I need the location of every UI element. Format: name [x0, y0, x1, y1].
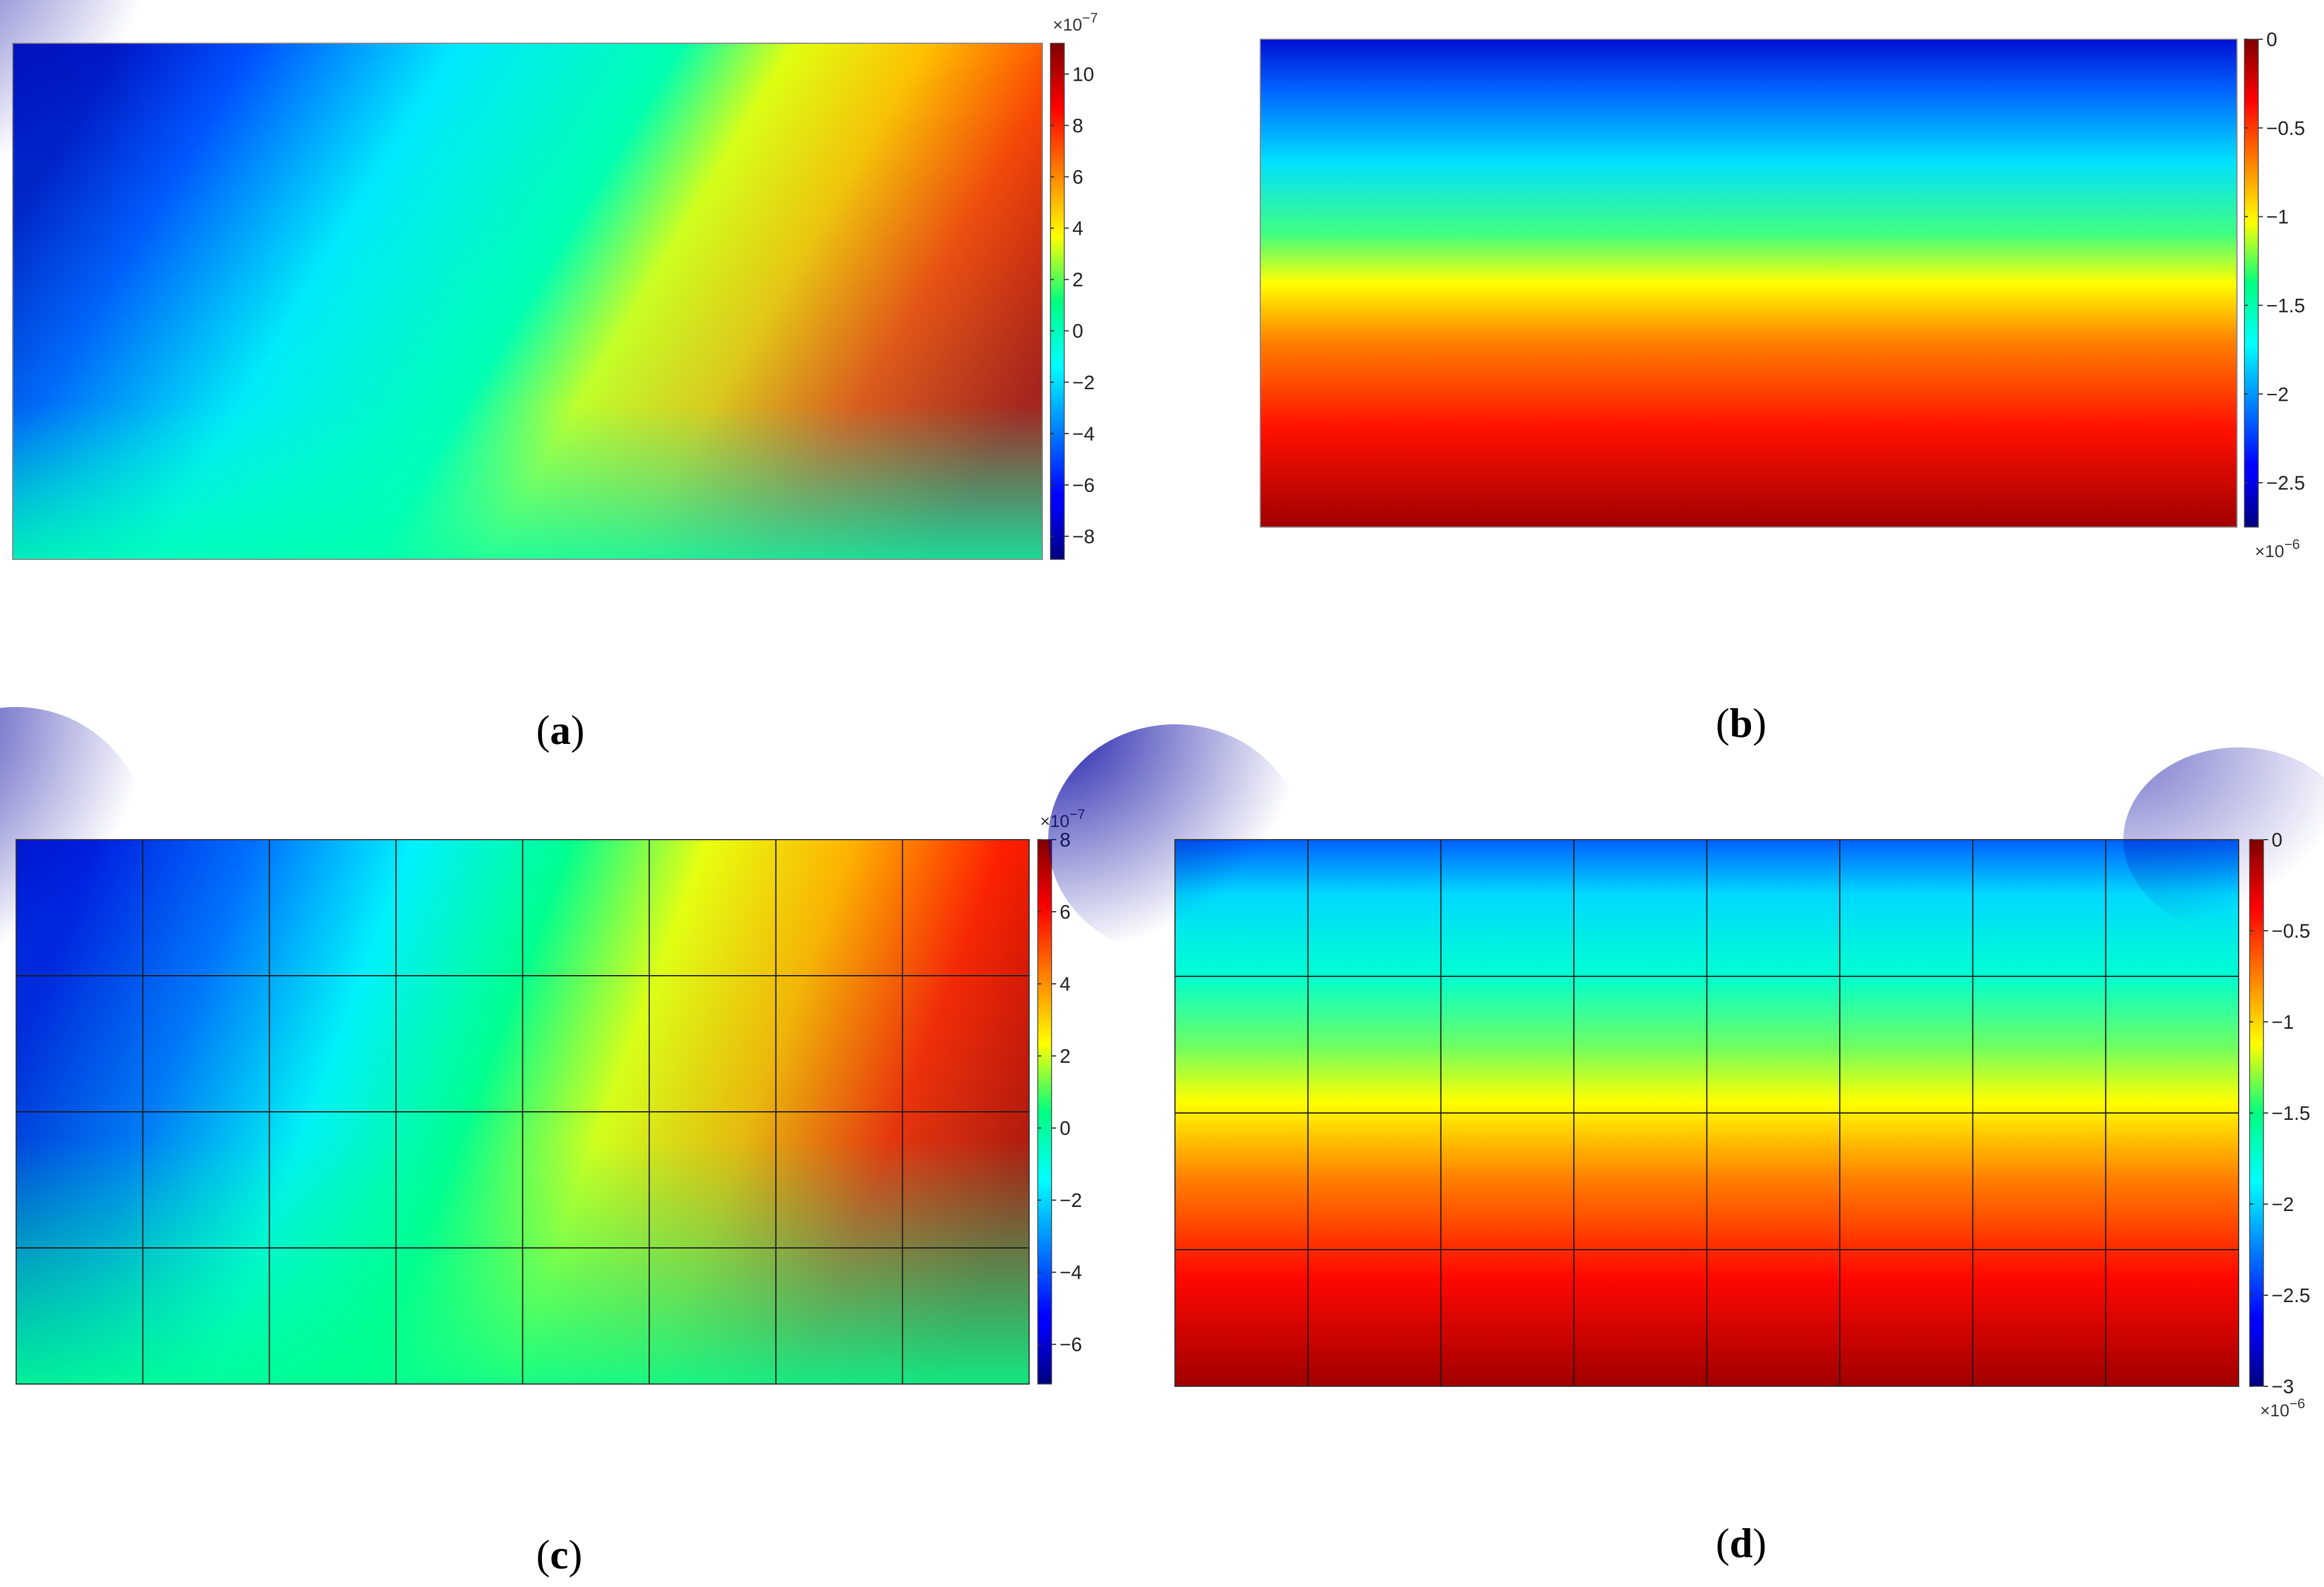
colorbar-tick-label: −2.5: [2272, 1285, 2310, 1307]
colorbar-tick-label: 0: [2266, 29, 2277, 51]
colorbar-tick-label: −4: [1060, 1262, 1082, 1284]
colorbar-tick-label: 4: [1072, 218, 1083, 240]
panel-a: 10 8 6 4 2 0 −2 −4 −6 −8 ×10−7: [0, 0, 1098, 560]
colorbar-tick-label: 4: [1060, 973, 1071, 995]
colorbar-exponent: ×10−6: [2260, 1396, 2305, 1420]
colorbar-tick-label: −2: [1072, 372, 1095, 394]
colorbar-tick-label: −0.5: [2272, 920, 2310, 942]
colorbar-tick-label: −2: [2272, 1194, 2294, 1216]
colorbar-scale: [1050, 43, 1065, 560]
colorbar-a: 10 8 6 4 2 0 −2 −4 −6 −8 ×10−7: [1050, 10, 1098, 560]
panel-label-c: (c): [536, 1532, 582, 1578]
colorbar-tick-label: 0: [1072, 321, 1083, 343]
colorbar-exponent: ×10−7: [1053, 10, 1098, 35]
colorbar-tick-label: 0: [1060, 1118, 1071, 1140]
colorbar-tick-label: −0.5: [2266, 118, 2305, 140]
colorbar-d: 0 −0.5 −1 −1.5 −2 −2.5 −3×10−6: [2249, 829, 2310, 1420]
panel-d: 0 −0.5 −1 −1.5 −2 −2.5 −3×10−6: [1048, 724, 2324, 1420]
colorbar-tick-label: 6: [1072, 167, 1083, 189]
colorbar-tick-label: 8: [1072, 115, 1083, 137]
panel-label-b: (b): [1716, 700, 1767, 746]
colorbar-tick-label: −8: [1072, 526, 1095, 548]
colorbar-exponent: ×10−6: [2255, 537, 2300, 561]
colorbar-tick-label: −4: [1072, 423, 1095, 445]
colorbar-tick-label: 2: [1072, 269, 1083, 291]
colorbar-tick-label: 10: [1072, 63, 1094, 85]
heatmap-corner-a: [0, 0, 163, 193]
colorbar-tick-label: −2: [2266, 383, 2289, 405]
heatmap-overlay-a: [13, 43, 1042, 559]
colorbar-scale: [2244, 39, 2259, 528]
colorbar-tick-label: −2: [1060, 1190, 1082, 1212]
panel-b: 0 −0.5 −1 −1.5 −2 −2.5 ×10−6: [1260, 29, 2305, 561]
colorbar-tick-label: −1.5: [2272, 1103, 2310, 1125]
colorbar-tick-label: −1.5: [2266, 295, 2305, 317]
colorbar-b: 0 −0.5 −1 −1.5 −2 −2.5 ×10−6: [2244, 29, 2305, 561]
colorbar-tick-label: −3: [2272, 1376, 2294, 1398]
colorbar-tick-label: 0: [2272, 829, 2282, 851]
mesh-grid-d: [1175, 840, 2239, 1386]
colorbar-tick-label: −6: [1060, 1334, 1082, 1356]
colorbar-tick-label: 2: [1060, 1046, 1071, 1067]
colorbar-tick-label: −6: [1072, 475, 1095, 497]
panel-label-a: (a): [536, 707, 585, 753]
heatmap-frame-d: [1174, 839, 2239, 1387]
heatmap-frame-c: [16, 839, 1030, 1385]
colorbar-tick-label: −2.5: [2266, 472, 2305, 494]
colorbar-tick-label: 6: [1060, 901, 1071, 923]
panel-label-d: (d): [1716, 1520, 1767, 1566]
colorbar-tick-label: −1: [2266, 206, 2289, 228]
colorbar-scale: [1037, 839, 1052, 1385]
mesh-grid-c: [16, 840, 1029, 1384]
colorbar-tick-label: −1: [2272, 1011, 2294, 1033]
heatmap-frame-b: [1260, 39, 2238, 528]
heatmap-frame-a: [12, 43, 1043, 560]
heatmap-field-b: [1260, 39, 2237, 527]
